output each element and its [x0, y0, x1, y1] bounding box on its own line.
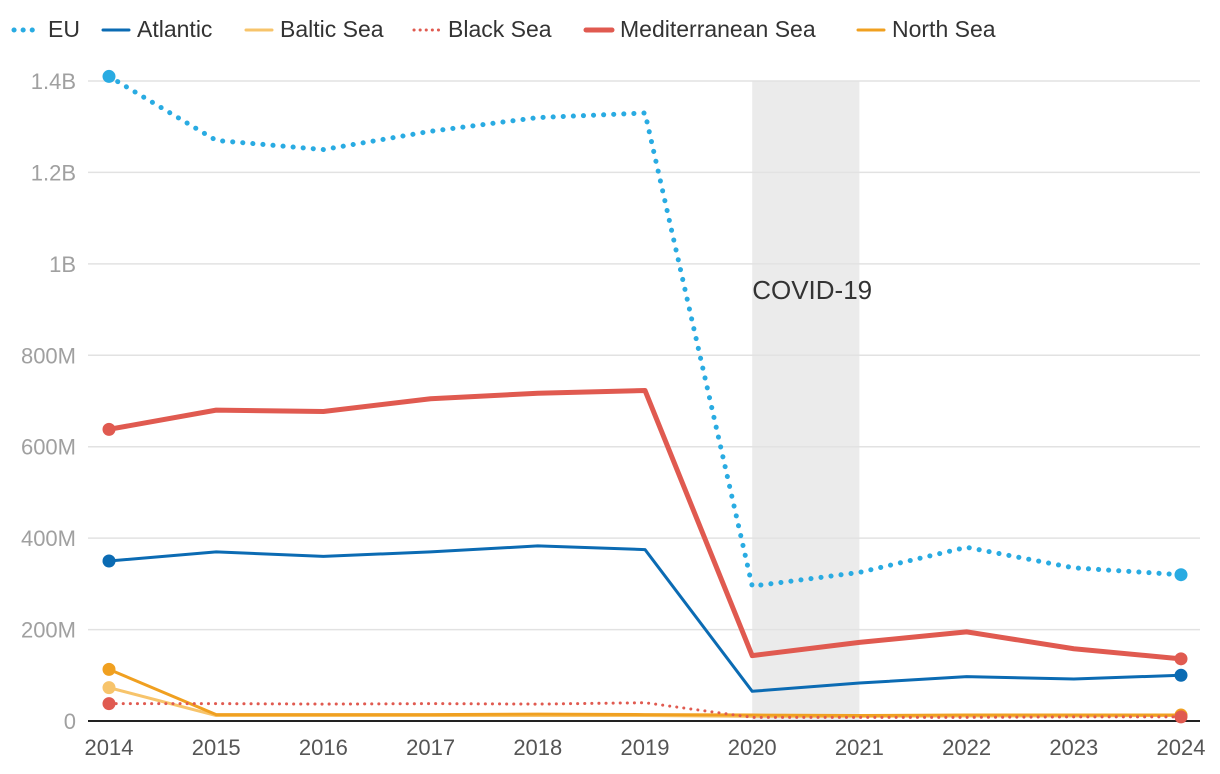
series-line-eu: [106, 73, 1184, 589]
point-atlantic-2024: [1174, 668, 1188, 682]
legend-label-black-sea: Black Sea: [448, 16, 552, 42]
point-eu-2024: [1174, 568, 1188, 582]
legend-label-eu: EU: [48, 16, 80, 42]
point-mediterranean-sea-2014: [102, 422, 116, 436]
grid-layer: [88, 80, 1200, 722]
legend-item-black-sea: Black Sea: [412, 16, 552, 42]
point-baltic-sea-2014: [102, 681, 116, 695]
y-tick-label: 800M: [21, 343, 76, 368]
legend-label-atlantic: Atlantic: [137, 16, 212, 42]
series-eu: [102, 69, 1188, 589]
x-axis: 2014 2015 2016 2017 2018 2019 2020 2021 2022 2023…: [85, 735, 1206, 760]
series-line-baltic-sea: [107, 686, 1183, 718]
series-north-sea: [102, 662, 1188, 722]
series-line-mediterranean-sea: [106, 387, 1184, 662]
point-mediterranean-sea-2024: [1174, 652, 1188, 666]
x-tick-label: 2016: [299, 735, 348, 760]
legend: EU Atlantic Baltic Sea Black Sea Mediterrane…: [11, 16, 996, 42]
x-tick-label: 2014: [85, 735, 134, 760]
x-tick-label: 2018: [513, 735, 562, 760]
y-tick-label: 1.2B: [31, 160, 76, 185]
x-tick-label: 2024: [1157, 735, 1206, 760]
legend-item-baltic-sea: Baltic Sea: [244, 16, 384, 42]
y-tick-label: 400M: [21, 526, 76, 551]
legend-label-baltic-sea: Baltic Sea: [280, 16, 384, 42]
point-atlantic-2014: [102, 554, 116, 568]
y-tick-label: 0: [64, 709, 76, 734]
legend-item-mediterranean-sea: Mediterranean Sea: [583, 16, 816, 42]
legend-label-mediterranean-sea: Mediterranean Sea: [620, 16, 816, 42]
legend-item-north-sea: North Sea: [856, 16, 996, 42]
x-tick-label: 2023: [1049, 735, 1098, 760]
point-north-sea-2014: [102, 662, 116, 676]
covid-band: [752, 81, 860, 721]
series-layer: [102, 69, 1188, 724]
x-tick-label: 2017: [406, 735, 455, 760]
y-tick-label: 600M: [21, 435, 76, 460]
x-tick-label: 2020: [728, 735, 777, 760]
series-line-atlantic: [107, 544, 1183, 693]
series-black-sea: [102, 697, 1188, 724]
series-mediterranean-sea: [102, 387, 1188, 666]
point-black-sea-2024: [1174, 710, 1188, 724]
point-black-sea-2014: [102, 697, 116, 711]
legend-item-atlantic: Atlantic: [101, 16, 212, 42]
y-tick-label: 1B: [49, 252, 76, 277]
series-atlantic: [102, 544, 1188, 693]
series-line-black-sea: [107, 701, 1183, 719]
y-tick-label: 1.4B: [31, 69, 76, 94]
y-axis: 0 200M 400M 600M 800M 1B 1.2B 1.4B: [21, 69, 76, 734]
covid-label: COVID-19: [752, 275, 872, 305]
legend-label-north-sea: North Sea: [892, 16, 996, 42]
series-line-north-sea: [107, 667, 1183, 718]
x-tick-label: 2022: [942, 735, 991, 760]
annotation-layer: COVID-19: [752, 81, 872, 721]
point-eu-2014: [102, 69, 116, 83]
x-tick-label: 2019: [621, 735, 670, 760]
x-tick-label: 2015: [192, 735, 241, 760]
legend-item-eu: EU: [11, 16, 80, 42]
y-tick-label: 200M: [21, 618, 76, 643]
x-tick-label: 2021: [835, 735, 884, 760]
